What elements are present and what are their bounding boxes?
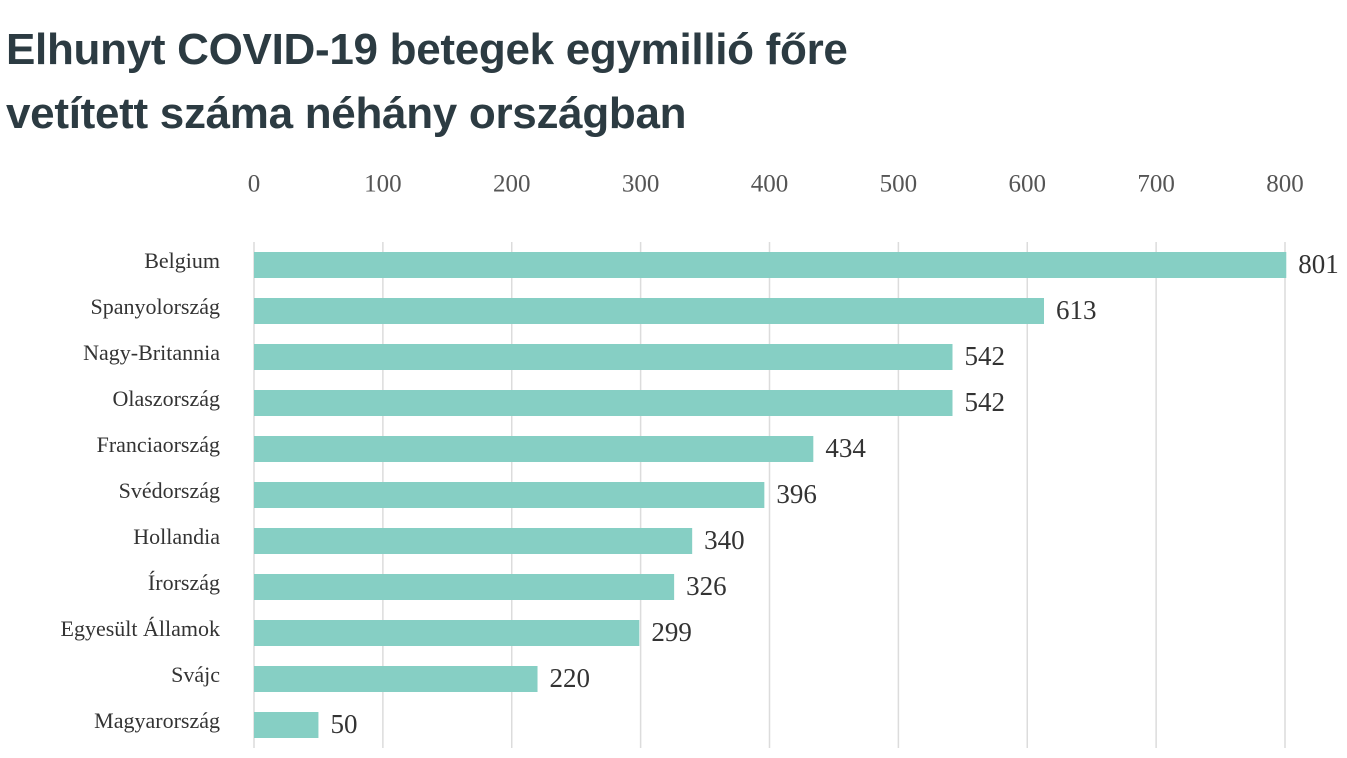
bar: [254, 666, 538, 692]
x-tick-label: 300: [622, 171, 660, 198]
y-tick-label: Magyarország: [94, 708, 220, 733]
x-tick-label: 600: [1009, 171, 1047, 198]
value-label: 396: [776, 479, 817, 509]
bar: [254, 390, 953, 416]
bar: [254, 620, 640, 646]
chart-title: Elhunyt COVID-19 betegek egymillió főre …: [6, 25, 848, 138]
y-tick-label: Nagy-Britannia: [83, 340, 220, 365]
value-label: 340: [704, 525, 745, 555]
value-label: 220: [550, 663, 591, 693]
bar: [254, 344, 953, 370]
y-tick-label: Franciaország: [97, 432, 220, 457]
y-tick-label: Svédország: [119, 478, 220, 503]
bar: [254, 574, 675, 600]
x-tick-label: 100: [364, 171, 402, 198]
bar: [254, 528, 693, 554]
y-tick-label: Olaszország: [112, 386, 220, 411]
value-label: 434: [825, 433, 866, 463]
x-tick-label: 0: [248, 171, 261, 198]
value-label: 542: [965, 387, 1006, 417]
y-tick-label: Írország: [148, 570, 220, 595]
x-tick-label: 500: [880, 171, 918, 198]
bar: [254, 252, 1287, 278]
value-label: 50: [330, 709, 357, 739]
y-tick-label: Belgium: [144, 248, 220, 273]
x-tick-label: 700: [1137, 171, 1175, 198]
value-label: 299: [651, 617, 692, 647]
x-tick-label: 800: [1266, 171, 1304, 198]
bar: [254, 298, 1045, 324]
x-tick-label: 200: [493, 171, 531, 198]
x-tick-label: 400: [751, 171, 789, 198]
value-label: 542: [965, 341, 1006, 371]
bar: [254, 482, 765, 508]
value-label: 326: [686, 571, 727, 601]
y-tick-label: Spanyolország: [90, 294, 220, 319]
bar: [254, 436, 814, 462]
y-tick-label: Egyesült Államok: [61, 616, 220, 641]
y-tick-label: Hollandia: [133, 524, 220, 549]
value-label: 801: [1298, 249, 1339, 279]
bar: [254, 712, 319, 738]
value-label: 613: [1056, 295, 1097, 325]
y-tick-label: Svájc: [171, 662, 220, 687]
